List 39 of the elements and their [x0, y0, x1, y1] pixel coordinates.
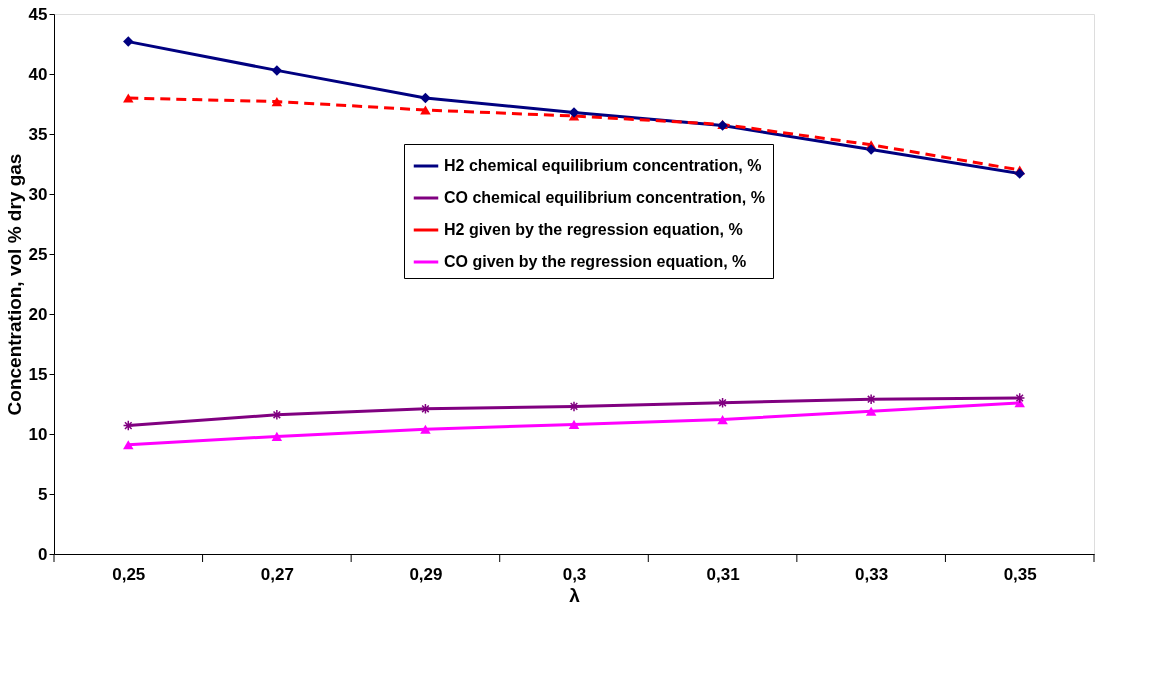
point [123, 93, 134, 103]
point [568, 419, 580, 429]
y-tick-label: 10 [28, 424, 48, 444]
y-tick-label: 45 [28, 4, 48, 24]
point [271, 97, 283, 107]
point [420, 424, 431, 434]
y-tick-label: 25 [28, 244, 48, 264]
point [271, 65, 283, 76]
y-tick-label: 35 [28, 124, 48, 144]
y-axis-title: Concentration, vol % dry gas [3, 153, 25, 416]
point [865, 406, 877, 416]
y-tick-label: 30 [28, 184, 48, 204]
y-tick-label: 15 [28, 364, 48, 384]
y-tick-label: 20 [28, 304, 48, 324]
legend-label: H2 chemical equilibrium concentration, % [444, 157, 762, 174]
point [420, 105, 431, 115]
point [865, 144, 877, 155]
x-tick-label: 0,29 [409, 564, 443, 584]
legend-label: H2 given by the regression equation, % [444, 221, 743, 238]
x-tick-label: 0,33 [855, 564, 889, 584]
point [123, 36, 134, 47]
x-tick-label: 0,31 [706, 564, 740, 584]
x-tick-label: 0,25 [112, 564, 146, 584]
point [1014, 168, 1025, 179]
x-tick-label: 0,27 [260, 564, 294, 584]
x-tick-label: 0,3 [562, 564, 587, 584]
point [717, 415, 728, 425]
legend-label: CO chemical equilibrium concentration, % [444, 189, 765, 206]
point [420, 92, 431, 104]
x-tick-label: 0,35 [1003, 564, 1037, 584]
y-tick-label: 0 [38, 544, 48, 564]
point [271, 431, 283, 441]
legend-label: CO given by the regression equation, % [444, 253, 747, 270]
y-tick-label: 5 [38, 484, 48, 504]
x-axis-title: λ [569, 584, 581, 606]
point [122, 420, 134, 432]
y-tick-label: 40 [28, 64, 48, 84]
point [123, 440, 134, 450]
point [568, 107, 580, 118]
